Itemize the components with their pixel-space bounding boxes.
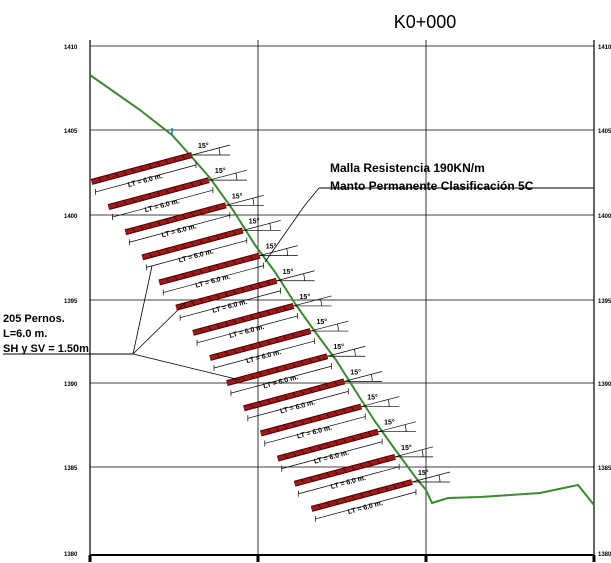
nail-angle-label: 15° [367, 394, 378, 402]
bolt-spec-leader-lines [132, 265, 241, 381]
nail-length-label: LT = 6.0 m. [347, 500, 383, 516]
nail-angle-label: 15° [333, 343, 344, 351]
y-tick-label: 1390 [64, 382, 78, 388]
y-tick-label: 1385 [64, 466, 78, 472]
nail-length-label: LT = 6.0 m. [212, 299, 248, 315]
terrain-profile-line [89, 74, 595, 506]
nail-angle-label: 15° [215, 167, 226, 175]
grid [90, 40, 594, 555]
bottom-ticks [88, 555, 596, 562]
section-title: K0+000 [393, 12, 457, 32]
mesh-label-line2: Manto Permanente Clasificación 5C [330, 179, 534, 193]
y-tick-label: 1400 [64, 214, 78, 220]
nail-length-label: LT = 6.0 m. [127, 173, 163, 189]
y-tick-label: 1410 [64, 45, 78, 51]
nail-angle-label: 15° [300, 293, 311, 301]
y-tick-label: 1395 [598, 299, 611, 305]
y-tick-label: 1380 [598, 552, 611, 558]
soil-nail: LT = 6.0 m. 15° [158, 243, 298, 296]
nail-angle-label: 15° [384, 419, 395, 427]
nail-length-label: LT = 6.0 m. [161, 223, 197, 239]
soil-nail: LT = 6.0 m. 15° [226, 343, 366, 397]
y-axis-right-labels: 1410 1405 1400 1395 1390 1385 1380 [598, 45, 611, 558]
y-tick-label: 1405 [64, 129, 78, 135]
soil-nail: LT = 6.0 m. 15° [141, 217, 281, 271]
nail-length-label: LT = 6.0 m. [195, 274, 231, 290]
nail-length-label: LT = 6.0 m. [279, 399, 315, 415]
nail-length-label: LT = 6.0 m. [246, 349, 282, 365]
y-tick-label: 1380 [64, 552, 78, 558]
bolt-spec-line2: L=6.0 m. [3, 328, 47, 340]
nail-length-label: LT = 6.0 m. [313, 450, 349, 466]
nail-angle-label: 15° [249, 217, 260, 225]
soil-nail: LT = 6.0 m. 15° [192, 293, 332, 346]
y-tick-label: 1400 [598, 214, 611, 220]
soil-nail: LT = 6.0 m. 15° [90, 142, 231, 195]
soil-nail: LT = 6.0 m. 15° [276, 419, 417, 472]
nail-angle-label: 15° [198, 142, 209, 150]
soil-nail: LT = 6.0 m. 15° [243, 368, 383, 422]
mesh-label-line1: Malla Resistencia 190KN/m [330, 161, 485, 175]
nail-angle-label: 15° [232, 192, 243, 200]
y-tick-label: 1395 [64, 299, 78, 305]
nail-angle-label: 15° [418, 469, 429, 477]
nail-length-label: LT = 6.0 m. [330, 475, 366, 491]
y-axis-left-labels: 1410 1405 1400 1395 1390 1385 1380 [64, 45, 78, 558]
nail-angle-label: 15° [266, 243, 277, 251]
soil-nail: LT = 6.0 m. 15° [259, 394, 400, 447]
nail-length-label: LT = 6.0 m. [229, 324, 265, 340]
mesh-leader-line [264, 187, 320, 263]
bolt-spec-line1: 205 Pernos. [3, 313, 65, 325]
soil-nail: LT = 6.0 m. 15° [209, 318, 349, 371]
nail-angle-label: 15° [401, 444, 412, 452]
bolt-spec-line3: SH y SV = 1.50m [3, 343, 89, 355]
soil-nails: LT = 6.0 m. 15° LT = 6.0 m. 15° LT = 6.0 m. 1… [90, 142, 451, 522]
nail-length-label: LT = 6.0 m. [263, 374, 299, 390]
nail-angle-label: 15° [283, 268, 294, 276]
soil-nail: LT = 6.0 m. 15° [293, 444, 434, 497]
y-tick-label: 1405 [598, 129, 611, 135]
nail-length-label: LT = 6.0 m. [144, 198, 180, 214]
nail-angle-label: 15° [350, 368, 361, 376]
y-tick-label: 1410 [598, 45, 611, 51]
soil-nail: LT = 6.0 m. 15° [124, 192, 264, 246]
y-tick-label: 1385 [598, 466, 611, 472]
soil-nail: LT = 6.0 m. 15° [107, 167, 248, 221]
nail-length-label: LT = 6.0 m. [296, 425, 332, 441]
nail-angle-label: 15° [316, 318, 327, 326]
soil-nail: LT = 6.0 m. 15° [175, 268, 315, 321]
y-tick-label: 1390 [598, 382, 611, 388]
nail-length-label: LT = 6.0 m. [178, 248, 214, 264]
